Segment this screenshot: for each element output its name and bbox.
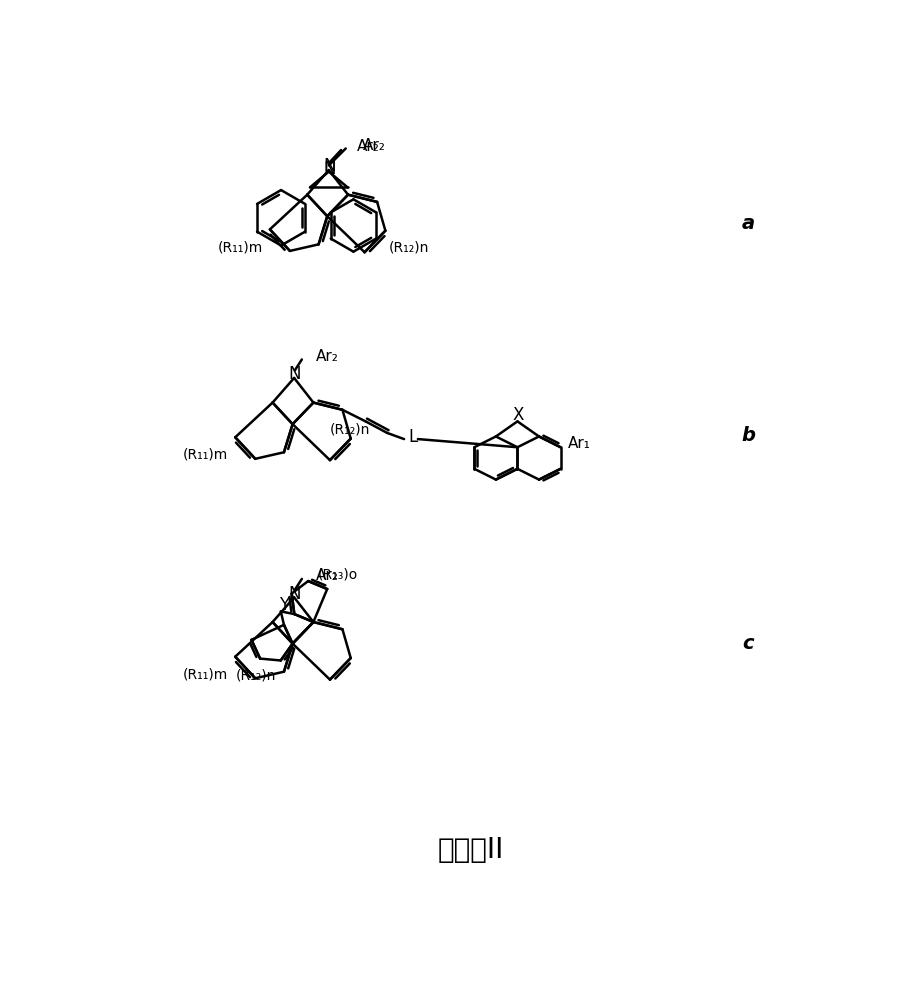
- Text: (R₁₁)m: (R₁₁)m: [183, 667, 229, 681]
- Text: (R₁₂)n: (R₁₂)n: [330, 422, 370, 436]
- Text: Ar₂: Ar₂: [316, 568, 339, 583]
- Text: (R₁₂)n: (R₁₂)n: [389, 241, 430, 255]
- Text: (R₁₁)m: (R₁₁)m: [218, 240, 263, 254]
- Text: N: N: [323, 160, 336, 178]
- Text: 结构式II: 结构式II: [437, 836, 504, 864]
- Text: X: X: [512, 406, 524, 424]
- Text: Ar₂: Ar₂: [316, 349, 339, 364]
- Text: a: a: [742, 214, 755, 233]
- Text: Y: Y: [279, 596, 289, 614]
- Text: c: c: [743, 634, 755, 653]
- Text: Ar₁: Ar₁: [568, 436, 591, 451]
- Text: N: N: [323, 157, 336, 175]
- Text: N: N: [288, 585, 301, 603]
- Text: Ar₂: Ar₂: [363, 138, 386, 153]
- Text: (R₁₁)m: (R₁₁)m: [183, 448, 229, 462]
- Text: (R₁₃)o: (R₁₃)o: [318, 568, 358, 582]
- Text: L: L: [409, 428, 418, 446]
- Text: (R₁₂)n: (R₁₂)n: [236, 669, 276, 683]
- Text: b: b: [742, 426, 756, 445]
- Text: N: N: [288, 365, 301, 383]
- Text: Ar₂: Ar₂: [356, 139, 379, 154]
